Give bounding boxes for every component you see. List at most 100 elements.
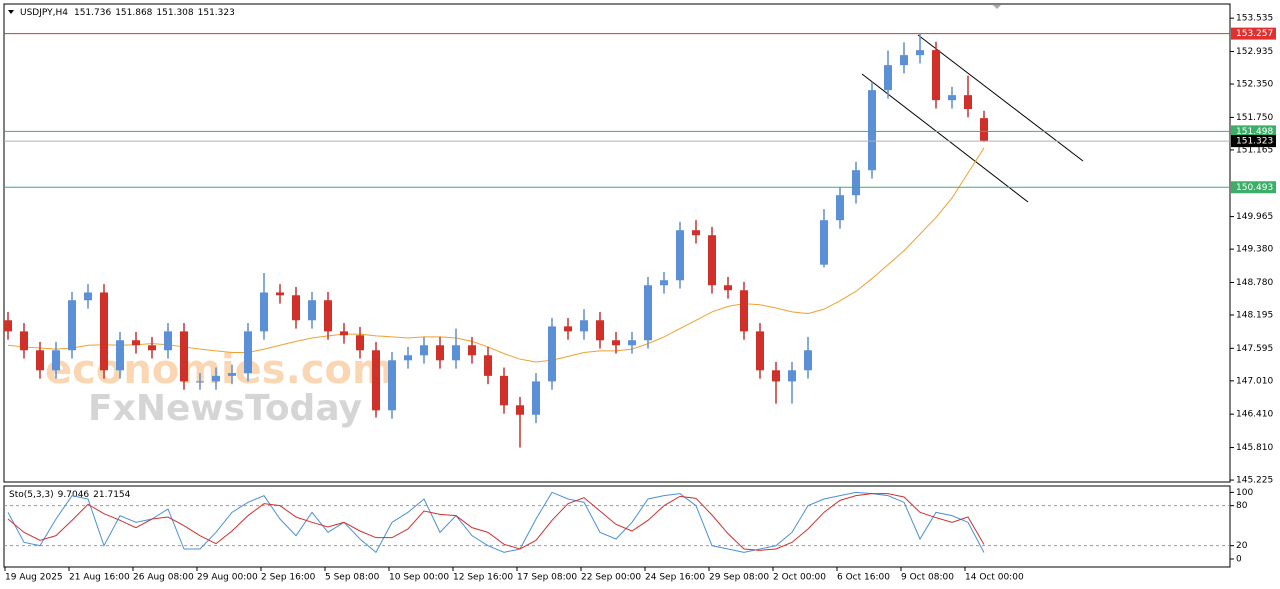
level-label-box (1231, 125, 1276, 138)
candle-body (964, 95, 972, 110)
candle-body (212, 375, 220, 382)
candle-body (740, 290, 748, 332)
y-tick-label: 152.935 (1236, 47, 1273, 57)
candle-body (404, 355, 412, 361)
candle-body (484, 355, 492, 376)
candle-body (116, 340, 124, 371)
candle-body (900, 55, 908, 66)
x-tick-label: 12 Sep 16:00 (453, 573, 513, 583)
candle-body (244, 331, 252, 374)
candle-body (260, 292, 268, 332)
low-price: 151.308 (156, 8, 193, 18)
candle-body (20, 331, 28, 351)
level-label-box (1231, 27, 1276, 40)
candle-body (436, 345, 444, 361)
candle-body (340, 331, 348, 336)
x-tick-label: 22 Sep 00:00 (581, 573, 641, 583)
candle-body (548, 326, 556, 382)
x-tick-label: 21 Aug 16:00 (69, 573, 130, 583)
candle-body (292, 295, 300, 321)
open-price: 151.736 (74, 8, 111, 18)
candle-body (564, 326, 572, 332)
y-tick-label: 0 (1236, 555, 1242, 565)
watermark: FxNewsToday (88, 388, 362, 429)
candle-body (324, 300, 332, 332)
candle-body (756, 331, 764, 371)
candle-body (68, 300, 76, 351)
y-tick-label: 20 (1236, 541, 1248, 551)
symbol: USDJPY,H4 (20, 8, 68, 18)
y-tick-label: 80 (1236, 501, 1248, 511)
y-tick-label: 146.410 (1236, 410, 1273, 420)
candle-body (980, 118, 988, 142)
candle-body (836, 195, 844, 221)
candle-body (468, 345, 476, 356)
channel-line[interactable] (861, 73, 1029, 203)
main-value: 9.7046 (58, 490, 90, 500)
candle-body (868, 90, 876, 171)
oscillator-line (7, 491, 985, 554)
y-tick-label: 151.165 (1236, 145, 1273, 155)
signal-value: 21.7154 (93, 490, 130, 500)
candle-body (628, 340, 636, 346)
level-label-box (1231, 181, 1276, 194)
candle-body (532, 381, 540, 415)
x-tick-label: 14 Oct 00:00 (965, 573, 1024, 583)
candle-body (276, 292, 284, 296)
candle-body (132, 340, 140, 346)
x-tick-label: 10 Sep 00:00 (389, 573, 449, 583)
y-tick-label: 145.810 (1236, 443, 1273, 453)
x-tick-label: 24 Sep 16:00 (645, 573, 705, 583)
y-tick-label: 147.010 (1236, 376, 1273, 386)
oscillator-line (7, 493, 985, 551)
candle-body (772, 370, 780, 382)
candle-body (52, 350, 60, 371)
candle-body (884, 65, 892, 91)
x-tick-label: 29 Aug 00:00 (197, 573, 258, 583)
y-tick-label: 148.195 (1236, 310, 1273, 320)
candle-body (420, 345, 428, 356)
candle-body (84, 292, 92, 301)
candle-body (228, 373, 236, 376)
candle-body (516, 405, 524, 415)
menu-arrow[interactable] (8, 10, 14, 14)
level-label: 151.498 (1236, 127, 1273, 137)
channel-line[interactable] (917, 34, 1084, 162)
y-tick-label: 151.750 (1236, 113, 1273, 123)
candle-body (180, 331, 188, 382)
close-price: 151.323 (198, 8, 235, 18)
candle-body (356, 335, 364, 351)
candle-body (660, 280, 668, 286)
candle-body (308, 300, 316, 321)
y-tick-label: 153.535 (1236, 14, 1273, 24)
price-label: 151.323 (1236, 137, 1273, 147)
candle-body (820, 220, 828, 265)
candle-body (100, 292, 108, 371)
y-tick-label: 100 (1236, 488, 1253, 498)
x-tick-label: 17 Sep 08:00 (517, 573, 577, 583)
x-tick-label: 19 Aug 2025 (5, 573, 63, 583)
candle-body (612, 340, 620, 346)
y-tick-label: 149.380 (1236, 245, 1273, 255)
x-tick-label: 2 Sep 16:00 (261, 573, 316, 583)
indicator-header: Sto(5,3,3) 9.7046 21.7154 (9, 490, 131, 500)
candle-body (724, 285, 732, 291)
price-label-box (1231, 135, 1276, 148)
candle-body (852, 170, 860, 196)
candle-body (948, 95, 956, 101)
candle-body (644, 285, 652, 341)
candle-body (804, 350, 812, 371)
candle-body (500, 375, 508, 406)
x-tick-label: 6 Oct 16:00 (837, 573, 890, 583)
candle-body (916, 50, 924, 56)
watermark: economies.com (45, 347, 394, 393)
candle-body (692, 230, 700, 236)
candle-body (676, 230, 684, 281)
candle-body (388, 360, 396, 411)
candle-body (932, 50, 940, 101)
indicator-pane (3, 485, 1231, 568)
y-tick-label: 152.350 (1236, 80, 1273, 90)
candle-body (708, 235, 716, 286)
